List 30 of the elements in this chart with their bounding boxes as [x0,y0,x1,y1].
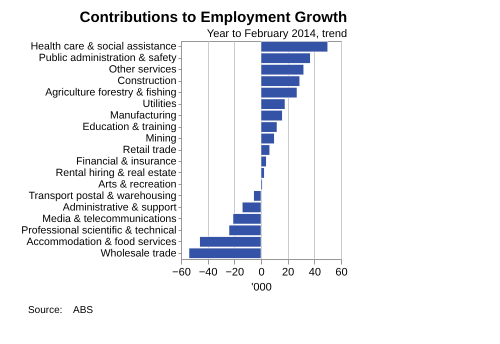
x-tick-label: 0 [258,266,265,278]
y-tick-label: Utilities [142,98,176,110]
y-tick-label: Public administration & safety [38,52,178,64]
y-tick-label: Rental hiring & real estate [56,166,177,179]
y-tick-label: Other services [108,64,176,76]
y-tick-label: Arts & recreation [98,178,177,190]
y-tick-label: Transport postal & warehousing [28,190,177,202]
y-tick-label: Professional scientific & technical [21,224,176,236]
y-tick-label: Media & telecommunications [42,212,176,225]
y-tick-label: Accommodation & food services [26,236,176,248]
y-tick-label: Financial & insurance [76,155,177,168]
x-axis-title: '000 [251,282,272,294]
y-tick-label: Education & training [82,121,177,134]
y-tick-label: Health care & social assistance [30,40,177,53]
x-tick-label: 20 [282,266,294,278]
y-tick-label: Administrative & support [62,201,177,214]
x-tick-label: 40 [308,266,321,278]
y-tick-label: Mining [146,132,177,145]
y-tick-label: Retail trade [122,144,177,156]
y-tick-label: Agriculture forestry & fishing [45,86,177,99]
y-tick-label: Construction [118,75,177,88]
x-tick-label: −60 [172,266,191,278]
y-tick-label: Wholesale trade [100,247,177,260]
chart-subtitle: Year to February 2014, trend [206,28,348,40]
chart-title: Contributions to Employment Growth [80,9,348,26]
source-note: Source: ABS [28,305,94,316]
x-tick-label: −40 [198,266,218,278]
x-tick-label: −20 [225,266,244,278]
x-tick-label: 60 [335,266,348,278]
y-tick-label: Manufacturing [110,110,177,122]
